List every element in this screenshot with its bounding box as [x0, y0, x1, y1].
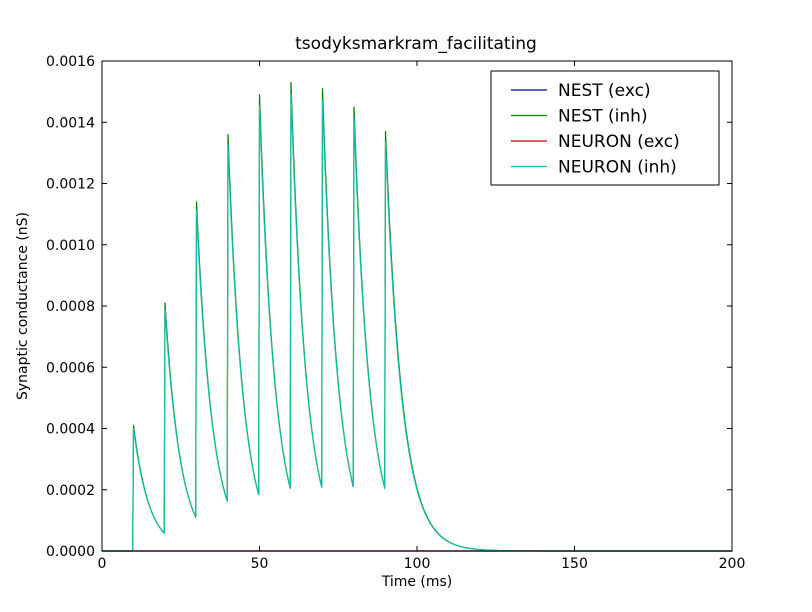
legend-label: NEST (inh) [558, 107, 648, 127]
chart-title: tsodyksmarkram_facilitating [295, 34, 537, 54]
legend: NEST (exc) NEST (inh) NEURON (exc) NEURON (… [490, 70, 720, 186]
x-tick-label: 200 [719, 556, 746, 572]
y-axis-label: Synaptic conductance (nS) [15, 212, 31, 400]
y-tick-label: 0.0016 [46, 54, 95, 70]
x-tick-label: 50 [251, 556, 269, 572]
y-tick-label: 0.0000 [46, 544, 95, 560]
y-tick-label: 0.0004 [46, 422, 95, 438]
x-tick-label: 100 [404, 556, 431, 572]
y-tick-label: 0.0006 [46, 360, 95, 376]
x-tick-label: 0 [98, 556, 107, 572]
x-tick-label: 150 [561, 556, 588, 572]
x-axis-label: Time (ms) [381, 574, 453, 590]
y-tick-label: 0.0008 [46, 299, 95, 315]
ticks-layer: 0 50 100 150 200 0.0000 0.0002 0.0004 0.0006 0.00… [46, 54, 745, 572]
legend-label: NEURON (exc) [558, 132, 680, 152]
legend-label: NEST (exc) [558, 81, 651, 101]
legend-label: NEURON (inh) [558, 158, 677, 178]
y-tick-label: 0.0010 [46, 238, 95, 254]
y-tick-label: 0.0002 [46, 483, 95, 499]
y-tick-label: 0.0012 [46, 177, 95, 193]
y-tick-label: 0.0014 [46, 115, 95, 131]
